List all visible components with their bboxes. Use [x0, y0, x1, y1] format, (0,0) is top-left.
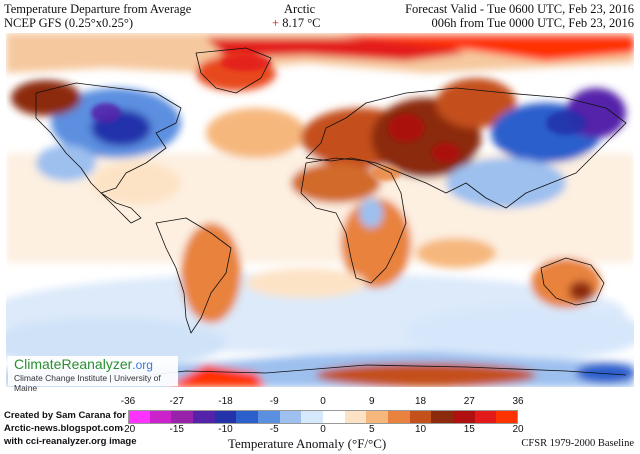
legend-bar-border — [128, 410, 518, 424]
legend-swatch — [431, 410, 454, 424]
region-anomaly-value: 8.17 °C — [282, 16, 321, 30]
celsius-tick-label: 15 — [463, 424, 475, 435]
fahrenheit-tick-label: -18 — [218, 396, 233, 407]
celsius-tick-label: -15 — [169, 424, 184, 435]
legend-swatch — [171, 410, 194, 424]
region-anomaly-sign: + — [272, 16, 280, 30]
legend-swatch — [496, 410, 519, 424]
legend-swatch — [128, 410, 151, 424]
fahrenheit-tick-label: 0 — [320, 396, 326, 407]
legend-swatch — [453, 410, 476, 424]
legend-swatch — [409, 410, 432, 424]
celsius-tick-label: 20 — [512, 424, 524, 435]
legend-swatch — [474, 410, 497, 424]
legend-swatch — [279, 410, 302, 424]
legend-swatch — [236, 410, 259, 424]
header-title: Temperature Departure from Average — [4, 2, 192, 16]
anomaly-map — [6, 33, 634, 387]
fahrenheit-tick-label: -36 — [120, 396, 136, 407]
fahrenheit-ticks: -36 -27 -18 -9 0 9 18 27 36 — [121, 396, 524, 408]
credit-line-2: Arctic-news.blogspot.com — [4, 423, 123, 434]
legend-swatch — [366, 410, 389, 424]
climatereanalyzer-badge: ClimateReanalyzer.org Climate Change Ins… — [8, 356, 178, 393]
celsius-tick-label: 10 — [414, 424, 427, 435]
fahrenheit-tick-label: -27 — [169, 396, 184, 407]
forecast-init: 006h from Tue 0000 UTC, Feb 23, 2016 — [431, 16, 634, 30]
fahrenheit-tick-label: -9 — [269, 396, 279, 407]
baseline-label: CFSR 1979-2000 Baseline — [521, 438, 634, 449]
legend-swatch — [388, 410, 411, 424]
model-label: NCEP GFS (0.25°x0.25°) — [4, 16, 133, 30]
legend-title: Temperature Anomaly (°F/°C) — [228, 436, 387, 451]
badge-institute: Climate Change Institute | University of… — [14, 373, 161, 393]
celsius-tick-label: -20 — [120, 424, 136, 435]
credit-line-3: with cci-reanalyzer.org image — [4, 436, 137, 447]
legend-swatch — [193, 410, 216, 424]
fahrenheit-tick-label: 27 — [463, 396, 475, 407]
badge-suffix: .org — [132, 358, 153, 372]
region-anomaly: + 8.17 °C — [272, 16, 321, 30]
celsius-ticks: -20 -15 -10 -5 0 5 10 15 20 — [121, 424, 524, 436]
legend-swatch — [301, 410, 324, 424]
legend-color-bar — [128, 410, 519, 424]
legend-swatch — [149, 410, 172, 424]
celsius-tick-label: -5 — [269, 424, 279, 435]
celsius-tick-label: 0 — [320, 424, 326, 435]
legend-swatch — [344, 410, 367, 424]
credit-line-1: Created by Sam Carana for — [4, 410, 126, 421]
celsius-tick-label: -10 — [218, 424, 233, 435]
fahrenheit-tick-label: 18 — [414, 396, 427, 407]
fahrenheit-tick-label: 9 — [368, 396, 375, 407]
forecast-valid: Forecast Valid - Tue 0600 UTC, Feb 23, 2… — [405, 2, 634, 16]
anomaly-map-graphic — [6, 33, 634, 387]
legend-swatch — [323, 410, 346, 424]
legend-swatch — [258, 410, 281, 424]
celsius-tick-label: 5 — [368, 424, 375, 435]
region-label: Arctic — [284, 2, 316, 16]
badge-name: ClimateReanalyzer — [14, 356, 133, 372]
legend-swatch — [214, 410, 237, 424]
fahrenheit-tick-label: 36 — [512, 396, 524, 407]
